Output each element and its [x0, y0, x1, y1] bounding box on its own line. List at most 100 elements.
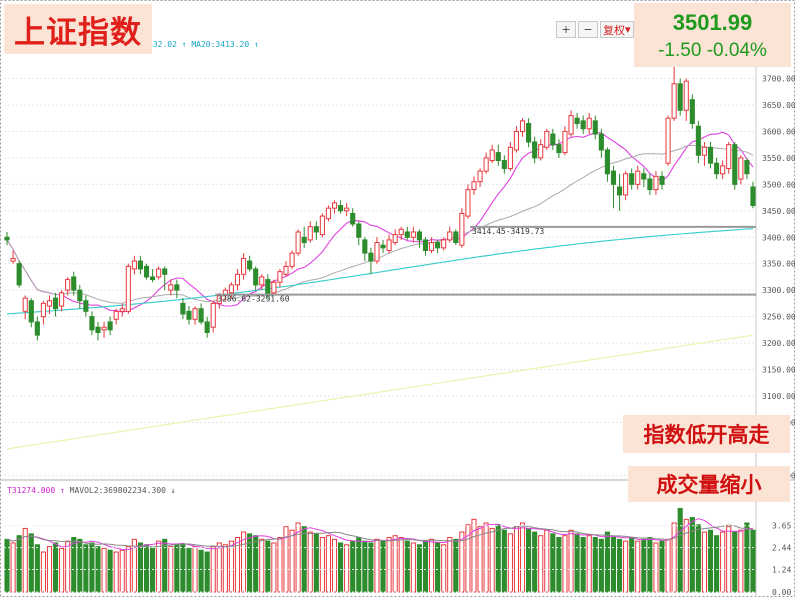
candle [4, 231, 10, 246]
candle-body [192, 308, 198, 320]
ma-legend: 432.02 ↑ MA20:3413.20 ↑ [148, 40, 259, 49]
volume-bar [483, 522, 489, 593]
candle-body [392, 234, 398, 244]
price-annotation: 指数低开高走 [623, 415, 790, 453]
candle [16, 261, 22, 288]
candle-body [653, 175, 659, 191]
candle [59, 290, 65, 312]
y-tick-label: 3200.00 [762, 339, 795, 348]
candle-body [623, 173, 629, 196]
volume-bar [726, 526, 732, 593]
volume-bar [422, 540, 429, 593]
candle [671, 61, 677, 121]
volume-bar [671, 522, 677, 593]
volume-bar [574, 533, 580, 593]
candle [501, 155, 507, 174]
volume-bar [386, 537, 392, 593]
candle-body [89, 316, 95, 331]
candle [22, 295, 28, 320]
volume-bar [744, 522, 750, 593]
candle-body [738, 157, 744, 180]
volume-bar [677, 507, 683, 593]
zoom-in-button[interactable]: + [556, 21, 576, 38]
candle-body [610, 170, 617, 185]
volume-bar [592, 537, 598, 593]
volume-bar [501, 529, 507, 593]
volume-bar [156, 540, 162, 593]
candle-body [513, 130, 520, 151]
candle [641, 168, 647, 187]
candle-body [28, 300, 34, 323]
candle [180, 298, 186, 320]
candle-body [77, 289, 83, 302]
candle-body [459, 212, 465, 246]
candle-body [162, 268, 168, 275]
candle [368, 247, 374, 275]
volume-bar [689, 517, 695, 593]
candle [113, 308, 119, 325]
volume-bar [720, 531, 726, 593]
candle [513, 126, 520, 153]
candle-body [204, 321, 210, 333]
candle [295, 229, 301, 256]
candle [526, 118, 532, 148]
volume-bar [616, 538, 623, 593]
adjust-button[interactable]: 复权 ▾ [600, 21, 634, 38]
volume-bar [180, 544, 186, 593]
volume-bar [556, 537, 562, 593]
candle [34, 316, 40, 341]
candle-body [156, 268, 162, 278]
candle-body [398, 228, 404, 236]
candle-body [501, 160, 507, 169]
zoom-out-button[interactable]: − [578, 21, 598, 38]
volume-bar [441, 544, 447, 593]
volume-bar [71, 537, 77, 593]
candle-body [410, 231, 416, 238]
candle [538, 139, 544, 161]
candle-body [283, 265, 289, 275]
candle-body [301, 236, 307, 244]
quote-change-value: -1.50 [658, 40, 702, 61]
candle [392, 229, 398, 246]
volume-bar [137, 542, 144, 593]
candle-body [483, 157, 489, 172]
candle-body [319, 215, 325, 236]
candle-body [65, 279, 71, 291]
candle [271, 279, 277, 296]
candle [428, 237, 435, 254]
ma-longest-line [6, 334, 754, 450]
candle [416, 229, 422, 248]
volume-bar [77, 538, 83, 593]
quote-price: 3501.99 [672, 10, 753, 35]
candle [386, 234, 392, 254]
volume-bar [428, 538, 435, 593]
candle-body [22, 297, 28, 312]
candle-body [271, 281, 277, 294]
candle-body [247, 260, 253, 270]
candle-body [295, 231, 301, 254]
volume-bar [277, 537, 283, 593]
candle [234, 269, 241, 291]
chevron-down-icon: ▾ [625, 23, 631, 36]
candle [556, 139, 562, 158]
candle [471, 176, 477, 195]
candle-body [677, 83, 683, 111]
candle [459, 208, 465, 248]
volume-bar [362, 540, 368, 593]
volume-bar [610, 537, 617, 593]
volume-bar [695, 524, 701, 593]
candle-body [477, 170, 483, 183]
candles: 3731.69 [4, 60, 756, 341]
candle [150, 269, 156, 283]
candle [586, 112, 592, 135]
quote-change: -1.50 -0.04% [634, 40, 791, 62]
candle [647, 173, 653, 195]
candle-body [471, 181, 477, 191]
candle [247, 255, 253, 272]
candle [204, 316, 210, 338]
candle-body [635, 170, 641, 185]
candle [46, 295, 53, 314]
candle-body [186, 310, 192, 320]
candle [325, 205, 332, 222]
candle [592, 115, 598, 140]
